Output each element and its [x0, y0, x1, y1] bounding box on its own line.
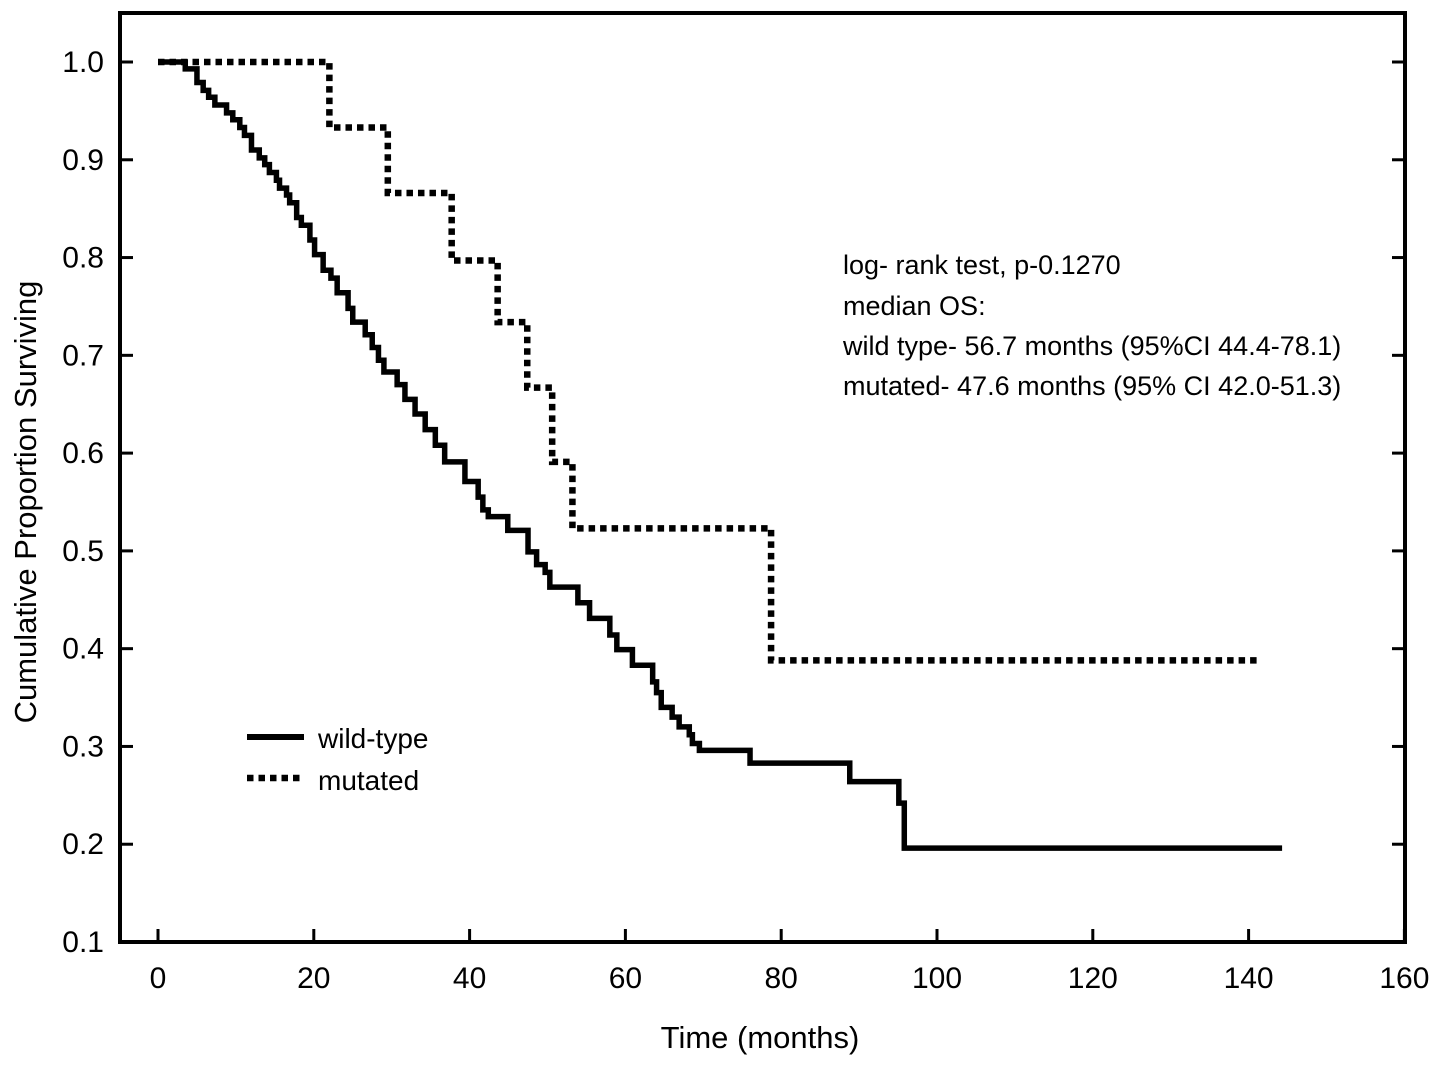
legend-mutated-label: mutated: [318, 765, 419, 796]
y-tick-label: 0.6: [62, 437, 104, 470]
wild-type-curve: [158, 59, 1283, 851]
annotation-wildtype-median: wild type- 56.7 months (95%CI 44.4-78.1): [842, 331, 1341, 361]
axis-tick-labels: 0 20 40 60 80 100 120 140 160 1.0 0.9 0.8 0.7 0.6 0.5 0…: [62, 46, 1429, 995]
y-tick-label: 1.0: [62, 46, 104, 79]
x-tick-label: 40: [453, 962, 486, 995]
survival-curves: [158, 58, 1283, 851]
legend: wild-type mutated: [247, 723, 428, 796]
y-tick-label: 0.7: [62, 339, 104, 372]
y-tick-label: 0.1: [62, 926, 104, 959]
x-tick-label: 60: [609, 962, 642, 995]
mutated-curve: [158, 58, 1261, 664]
axis-ticks: [122, 60, 1406, 944]
y-axis-title: Cumulative Proportion Surviving: [8, 281, 43, 724]
legend-wild-type-label: wild-type: [317, 723, 428, 754]
x-axis-title: Time (months): [661, 1020, 860, 1055]
x-tick-label: 80: [765, 962, 798, 995]
y-tick-label: 0.8: [62, 242, 104, 275]
x-tick-label: 0: [150, 962, 167, 995]
annotation-mutated-median: mutated- 47.6 months (95% CI 42.0-51.3): [843, 371, 1341, 401]
y-tick-label: 0.5: [62, 535, 104, 568]
y-tick-label: 0.4: [62, 633, 104, 666]
x-tick-label: 140: [1224, 962, 1274, 995]
x-tick-label: 20: [297, 962, 330, 995]
stats-annotation: log- rank test, p-0.1270 median OS: wild…: [842, 250, 1341, 401]
annotation-median-os: median OS:: [843, 291, 986, 321]
annotation-logrank: log- rank test, p-0.1270: [843, 250, 1121, 280]
x-tick-label: 120: [1068, 962, 1118, 995]
x-tick-label: 100: [912, 962, 962, 995]
y-tick-label: 0.9: [62, 144, 104, 177]
y-tick-label: 0.3: [62, 730, 104, 763]
y-tick-label: 0.2: [62, 828, 104, 861]
x-tick-label: 160: [1379, 962, 1429, 995]
plot-border: [118, 11, 1407, 944]
